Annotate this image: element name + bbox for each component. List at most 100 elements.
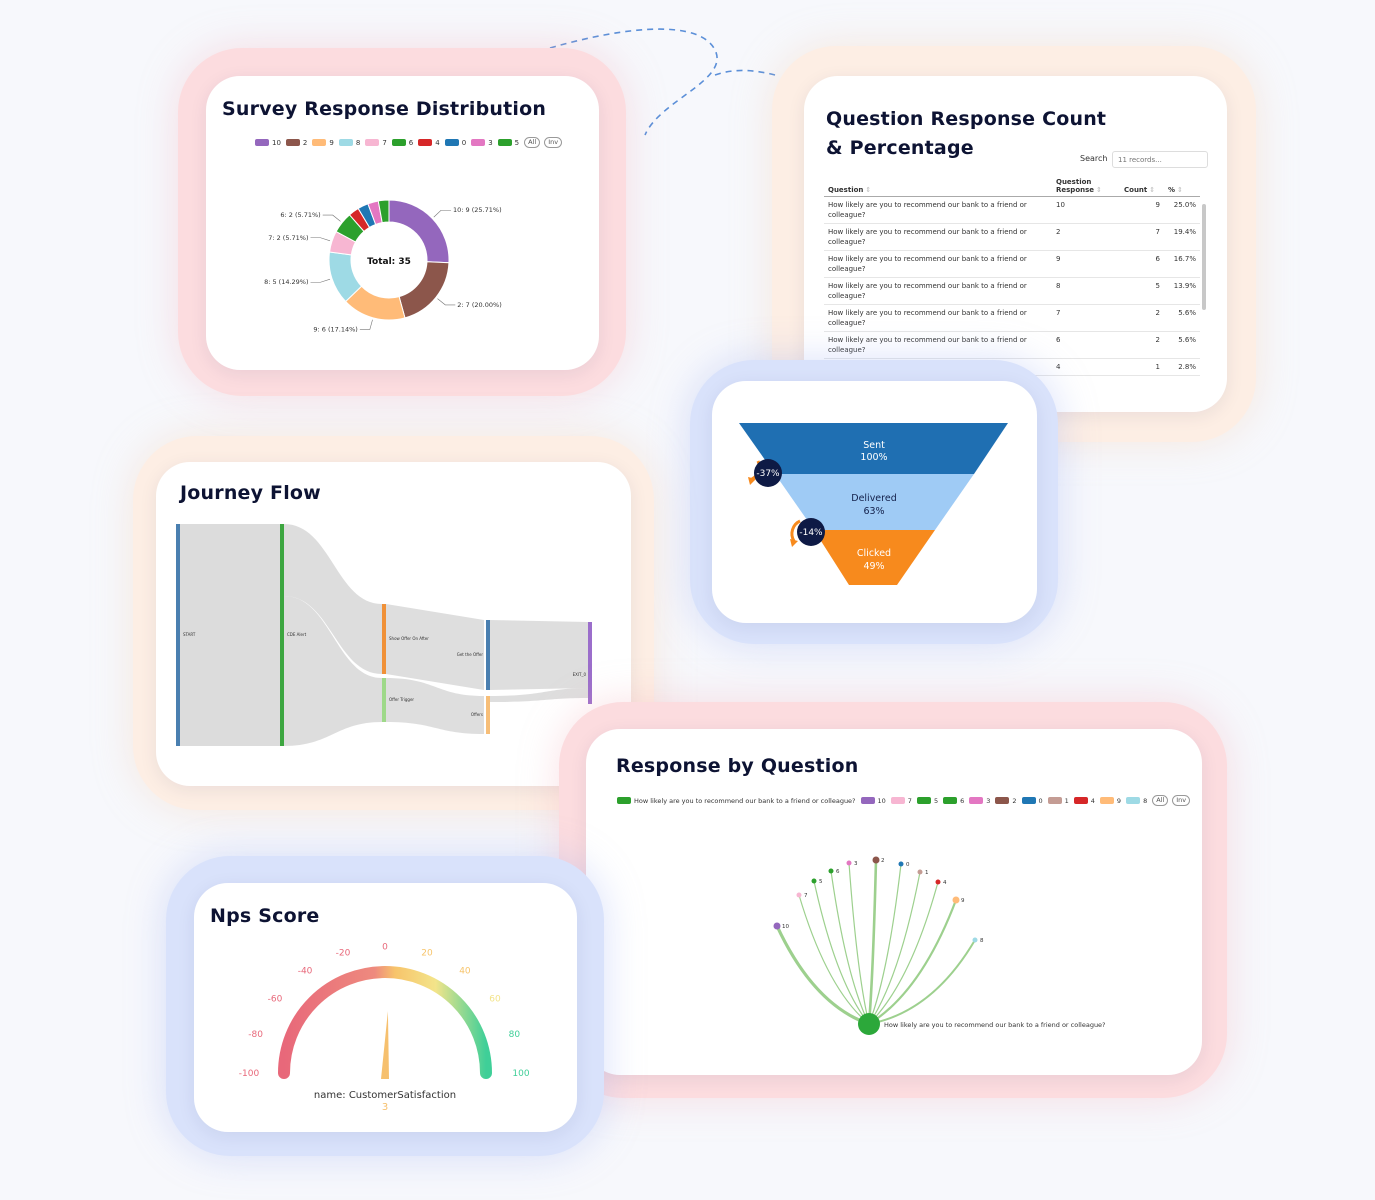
tree-node-5[interactable]: [811, 878, 817, 884]
col-question[interactable]: Question ⇕: [824, 176, 1052, 197]
legend-swatch: [418, 139, 433, 146]
legend-item[interactable]: 4: [418, 139, 440, 147]
donut-label-leader: [322, 214, 341, 222]
legend-label: 9: [1116, 796, 1122, 805]
col-percent[interactable]: % ⇕: [1164, 176, 1200, 197]
legend-item[interactable]: 2: [995, 797, 1017, 805]
node-show-offer[interactable]: [382, 604, 386, 674]
tree-link-4: [868, 881, 939, 1025]
legend-swatch: [995, 797, 1010, 804]
nps-card: Nps Score -100 -80 -60 -40 -20 0 20 40 60 80 100 n…: [194, 883, 577, 1132]
cell-question: How likely are you to recommend our bank…: [824, 331, 1052, 359]
tree-node-3[interactable]: [846, 860, 852, 866]
legend-item[interactable]: 4: [1073, 797, 1095, 805]
tree-node-1[interactable]: [917, 869, 923, 875]
legend-item[interactable]: 0: [1021, 797, 1043, 805]
legend-item[interactable]: 9: [312, 139, 334, 147]
legend-item[interactable]: 5: [497, 139, 519, 147]
legend-inv-button[interactable]: Inv: [544, 137, 563, 148]
node-exit[interactable]: [588, 622, 592, 704]
legend-swatch: [943, 797, 958, 804]
donut-slice-5[interactable]: [377, 199, 390, 224]
legend-label: 3: [488, 138, 493, 147]
legend-item[interactable]: 6: [943, 797, 964, 805]
cell-response: 2: [1052, 223, 1120, 251]
decorative-dashed-curve: [549, 28, 776, 136]
tree-node-6[interactable]: [828, 868, 834, 874]
col-count[interactable]: Count ⇕: [1120, 176, 1164, 197]
link-offer-offers: [386, 678, 484, 734]
legend-item[interactable]: 5: [916, 797, 938, 805]
legend-item[interactable]: 3: [471, 138, 493, 147]
tree-node-8[interactable]: [972, 937, 978, 943]
legend-inv-button[interactable]: Inv: [1172, 795, 1191, 806]
funnel-clicked-value: 49%: [863, 561, 884, 572]
gauge-needle: [381, 1011, 389, 1079]
legend-item[interactable]: 2: [285, 139, 307, 147]
legend-item[interactable]: 6: [391, 139, 413, 147]
legend-swatch: [1047, 797, 1062, 804]
cell-question: How likely are you to recommend our bank…: [824, 196, 1052, 224]
question-table-title-line2: & Percentage: [826, 137, 974, 159]
legend-label: 7: [382, 138, 387, 147]
tree-node-label: 9: [961, 898, 965, 904]
tree-link-3: [848, 862, 870, 1025]
legend-item[interactable]: 8: [338, 139, 360, 147]
drop-badge-2: [797, 518, 825, 546]
tree-root-label: How likely are you to recommend our bank…: [884, 1021, 1106, 1029]
donut-slice-2[interactable]: [398, 261, 450, 319]
legend-all-button[interactable]: All: [524, 137, 541, 148]
node-offer-trigger-label: Offer Trigger: [389, 697, 414, 702]
donut-slice-10[interactable]: [388, 199, 450, 264]
col-question-response[interactable]: Question Response ⇕: [1052, 176, 1120, 197]
gauge-tick-label: 60: [489, 995, 501, 1005]
node-get-offer[interactable]: [486, 620, 490, 690]
node-offer-trigger[interactable]: [382, 678, 386, 722]
legend-item[interactable]: 7: [890, 796, 912, 805]
tree-node-2[interactable]: [872, 856, 880, 864]
table-scrollbar[interactable]: [1202, 204, 1206, 310]
legend-item-question[interactable]: How likely are you to recommend our bank…: [617, 797, 856, 805]
legend-swatch: [391, 139, 406, 146]
cell-count: 6: [1120, 250, 1164, 278]
tree-node-7[interactable]: [796, 892, 802, 898]
legend-item[interactable]: 10: [860, 797, 886, 805]
node-cde-alert[interactable]: [280, 524, 284, 746]
cell-percent: 16.7%: [1164, 250, 1200, 278]
node-start[interactable]: [176, 524, 180, 746]
legend-swatch: [1073, 797, 1088, 804]
tree-node-4[interactable]: [935, 879, 941, 885]
legend-label: 3: [986, 796, 991, 805]
legend-label: 7: [907, 796, 912, 805]
legend-item[interactable]: 7: [365, 138, 387, 147]
gauge-tick-label: 0: [382, 943, 388, 953]
table-row: How likely are you to recommend our bank…: [824, 196, 1200, 224]
donut-label-leader: [437, 298, 456, 306]
cell-count: 2: [1120, 331, 1164, 359]
cell-question: How likely are you to recommend our bank…: [824, 223, 1052, 251]
tree-node-label: 1: [925, 870, 929, 876]
legend-item[interactable]: 9: [1099, 796, 1122, 805]
node-offers[interactable]: [486, 696, 490, 734]
legend-item[interactable]: 0: [444, 139, 466, 147]
legend-swatch: [471, 139, 486, 146]
tree-root-node[interactable]: [858, 1013, 880, 1035]
cell-response: 10: [1052, 196, 1120, 224]
tree-node-label: 6: [836, 869, 840, 875]
cell-response: 9: [1052, 250, 1120, 278]
search-input[interactable]: [1112, 151, 1208, 168]
response-tree-chart: 10 7 5 6 3 2 0 1 4 9 8 How likely are you to recom…: [773, 856, 1106, 1035]
funnel-delivered-name: Delivered: [851, 493, 896, 504]
tree-node-9[interactable]: [952, 896, 960, 904]
tree-node-label: 10: [782, 924, 789, 930]
gauge-tick-label: -40: [298, 967, 313, 977]
tree-node-10[interactable]: [773, 922, 781, 930]
tree-node-0[interactable]: [898, 861, 904, 867]
cell-response: 6: [1052, 331, 1120, 359]
legend-all-button[interactable]: All: [1152, 795, 1169, 806]
legend-item[interactable]: 1: [1047, 797, 1069, 805]
cell-question: How likely are you to recommend our bank…: [824, 304, 1052, 332]
legend-item[interactable]: 8: [1126, 797, 1147, 805]
legend-item[interactable]: 10: [255, 139, 281, 147]
legend-item[interactable]: 3: [969, 797, 990, 805]
